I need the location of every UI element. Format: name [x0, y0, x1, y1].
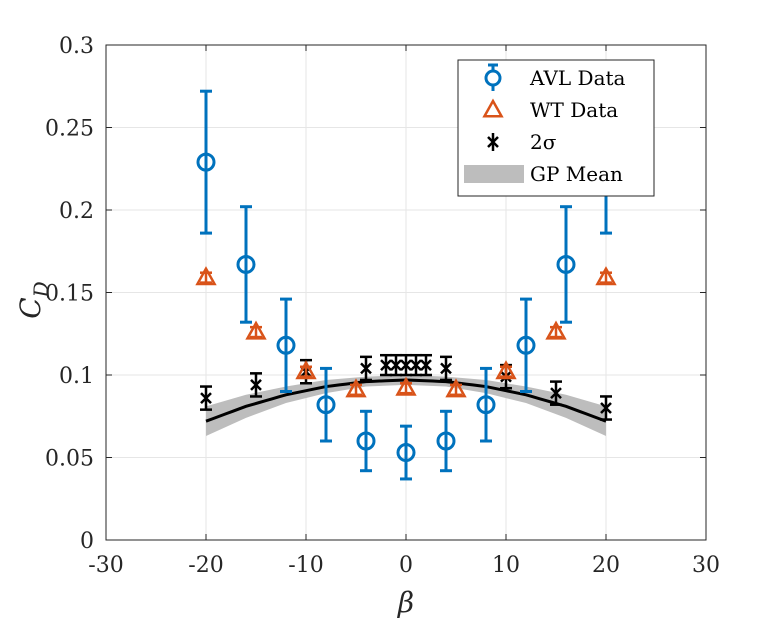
y-tick-label: 0.05	[45, 447, 94, 472]
y-tick-label: 0.25	[45, 117, 94, 142]
y-tick-label: 0.3	[59, 34, 94, 59]
wt-point	[195, 266, 217, 286]
sigma-point	[250, 379, 262, 391]
sigma-point	[600, 402, 612, 414]
legend-label: GP Mean	[530, 162, 623, 186]
legend-avl-marker	[484, 69, 502, 87]
sigma-point	[380, 359, 392, 371]
legend-label: AVL Data	[529, 66, 626, 90]
sigma-point	[360, 362, 372, 375]
avl-point	[436, 431, 456, 451]
x-tick-label: -20	[188, 553, 223, 578]
x-axis-label: β	[397, 586, 414, 619]
wt-errorbar	[200, 271, 212, 284]
y-tick-label: 0	[80, 529, 94, 554]
avl-errorbar	[200, 89, 212, 235]
avl-errorbar	[320, 366, 332, 443]
avl-point	[196, 152, 216, 172]
avl-point	[356, 431, 376, 451]
ticks: -30 -20 -10 0 10 20 30 0 0.05 0.1 0.15 0.2 0.25 0.3	[45, 34, 720, 578]
legend-sigma-marker	[487, 136, 499, 148]
sigma-point	[410, 359, 422, 371]
wt-errorbar	[500, 365, 512, 378]
wt-point	[245, 320, 267, 340]
sigma-point	[200, 392, 212, 404]
legend-label: 2σ	[530, 130, 557, 154]
avl-errorbar	[240, 205, 252, 324]
legend-label: WT Data	[530, 98, 618, 122]
x-tick-label: -30	[88, 553, 123, 578]
legend-wt-marker	[482, 98, 504, 118]
wt-point	[545, 320, 567, 340]
avl-point	[316, 395, 336, 415]
wt-errorbar	[400, 382, 412, 395]
y-axis-label-main: C	[14, 297, 47, 318]
avl-point	[396, 443, 416, 463]
wt-point	[495, 360, 517, 380]
wt-point	[345, 378, 367, 398]
y-tick-label: 0.1	[59, 364, 94, 389]
sigma-point	[440, 362, 452, 375]
avl-errorbar	[360, 409, 372, 473]
wt-errorbar	[600, 271, 612, 284]
sigma-point	[420, 359, 432, 371]
wt-errorbar	[450, 383, 462, 397]
sigma-point	[390, 359, 402, 371]
avl-point	[276, 335, 296, 355]
avl-errorbar	[520, 297, 532, 393]
avl-errorbar	[560, 205, 572, 324]
x-tick-label: -10	[288, 553, 323, 578]
y-tick-label: 0.15	[45, 282, 94, 307]
avl-errorbar	[400, 424, 412, 481]
wt-point	[595, 266, 617, 286]
wt-point	[395, 376, 417, 396]
legend-gp-swatch	[464, 165, 524, 183]
wt-errorbar	[250, 325, 262, 339]
x-tick-label: 10	[492, 553, 520, 578]
wt-point	[295, 360, 317, 380]
avl-point	[516, 335, 536, 355]
marks-layer	[195, 89, 617, 481]
y-axis-label-sub: D	[29, 281, 53, 298]
wt-errorbar	[350, 383, 362, 397]
avl-point	[236, 254, 256, 274]
avl-errorbar	[440, 409, 452, 473]
wt-errorbar	[550, 325, 562, 339]
legend: AVL Data WT Data 2σ GP Mean	[457, 59, 655, 197]
y-axis-label: CD	[14, 281, 53, 318]
x-tick-label: 20	[592, 553, 620, 578]
avl-errorbar	[280, 297, 292, 393]
wt-point	[445, 378, 467, 398]
x-tick-label: 0	[399, 553, 413, 578]
sigma-point	[400, 359, 412, 371]
wt-errorbar	[300, 365, 312, 378]
y-tick-label: 0.2	[59, 199, 94, 224]
x-tick-label: 30	[692, 553, 720, 578]
avl-errorbar	[480, 366, 492, 443]
avl-point	[556, 254, 576, 274]
avl-point	[476, 395, 496, 415]
sigma-point	[550, 387, 562, 400]
